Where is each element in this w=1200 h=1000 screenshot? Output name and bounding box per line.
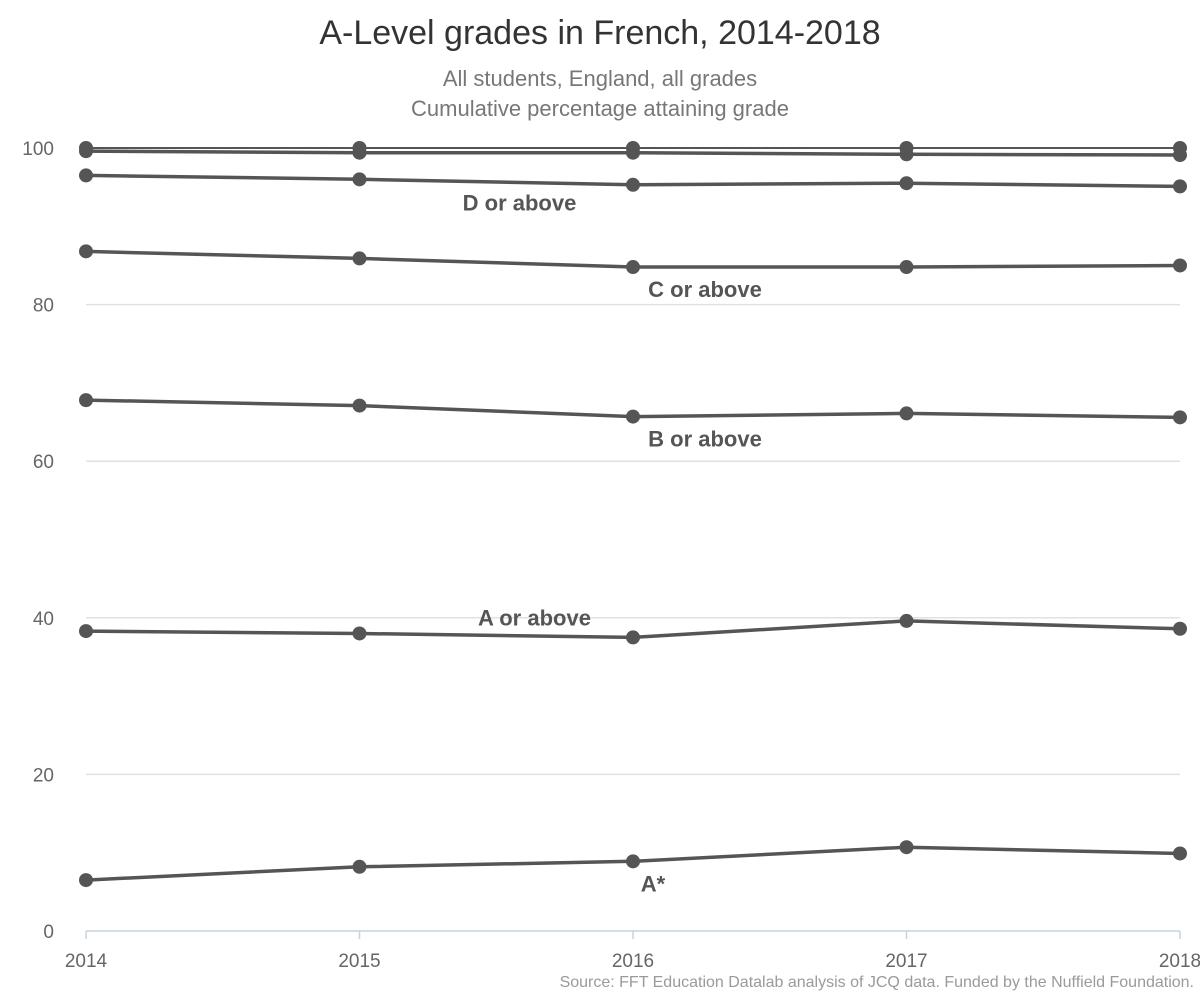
- series-label: A or above: [478, 605, 591, 630]
- data-point: [626, 260, 640, 275]
- data-point: [899, 613, 914, 628]
- data-point: [352, 251, 367, 266]
- x-tick-label: 2014: [65, 951, 108, 972]
- data-point: [1173, 621, 1187, 636]
- data-point: [79, 624, 93, 639]
- data-point: [1173, 846, 1187, 861]
- series-label: B or above: [648, 427, 762, 452]
- source-note: Source: FFT Education Datalab analysis o…: [559, 974, 1194, 991]
- axes: 0 20 40 60 80 100 2014 2015 2016 2017 2018: [22, 139, 1200, 972]
- series-labels: A* A or above B or above C or above D or abo…: [463, 190, 762, 896]
- series-points: [79, 141, 1187, 888]
- data-point: [1173, 141, 1187, 155]
- data-point: [352, 172, 367, 187]
- data-point: [899, 840, 914, 855]
- data-point: [79, 141, 93, 155]
- data-point: [899, 176, 914, 191]
- y-tick-label: 0: [43, 922, 54, 943]
- data-point: [899, 141, 914, 155]
- chart-title: A-Level grades in French, 2014-2018: [319, 14, 881, 52]
- y-tick-label: 60: [33, 452, 54, 473]
- y-tick-label: 100: [22, 139, 54, 160]
- data-point: [79, 168, 93, 183]
- x-tick-label: 2016: [612, 951, 654, 972]
- data-point: [626, 409, 640, 424]
- data-point: [1173, 410, 1187, 425]
- y-tick-label: 40: [33, 609, 54, 630]
- data-point: [79, 393, 93, 408]
- data-point: [1173, 258, 1187, 273]
- data-point: [352, 141, 367, 155]
- data-point: [352, 626, 367, 641]
- data-point: [899, 260, 914, 275]
- data-point: [626, 177, 640, 192]
- data-point: [352, 398, 367, 413]
- series-lines: [85, 147, 1181, 882]
- data-point: [79, 873, 93, 888]
- data-point: [79, 244, 93, 259]
- chart-subtitle-line2: Cumulative percentage attaining grade: [411, 96, 789, 121]
- data-point: [1173, 179, 1187, 194]
- series-label: C or above: [648, 277, 762, 302]
- data-point: [626, 141, 640, 155]
- data-point: [626, 630, 640, 645]
- x-tick-label: 2018: [1159, 951, 1200, 972]
- gridlines: [86, 147, 1180, 776]
- x-tick-label: 2017: [885, 951, 927, 972]
- data-point: [899, 406, 914, 421]
- y-tick-label: 80: [33, 296, 54, 317]
- y-tick-label: 20: [33, 765, 54, 786]
- data-point: [626, 854, 640, 869]
- data-point: [352, 859, 367, 874]
- series-label: A*: [641, 871, 666, 896]
- chart-subtitle-line1: All students, England, all grades: [442, 66, 758, 91]
- series-label: D or above: [463, 190, 577, 215]
- x-tick-label: 2015: [338, 951, 380, 972]
